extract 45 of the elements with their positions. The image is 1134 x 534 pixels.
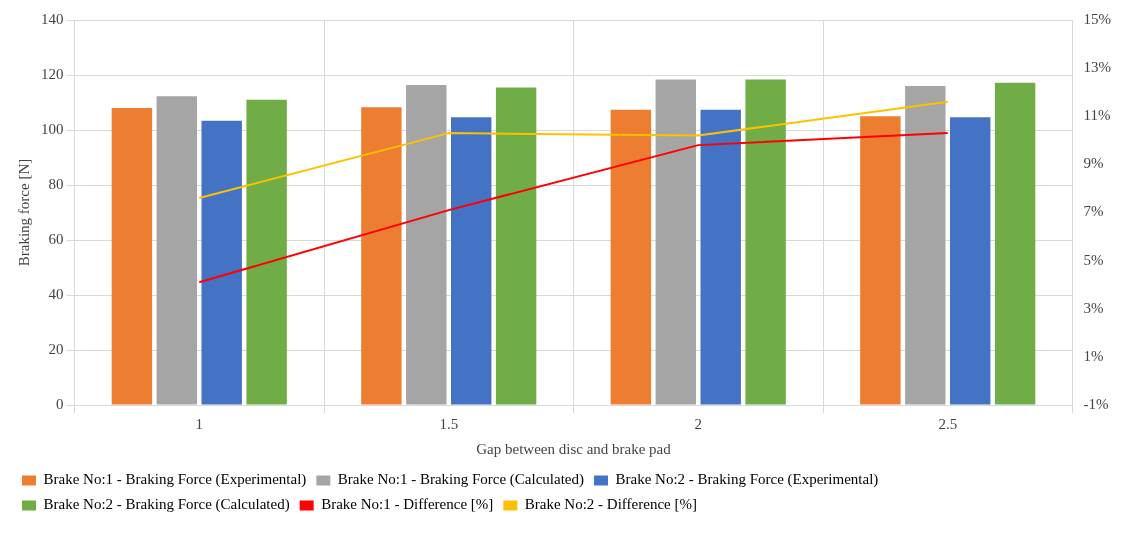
y-tick-label: 0 [56,395,64,412]
y2-tick-label: 13% [1083,59,1111,76]
bar [905,86,946,405]
x-tick-label: 1.5 [439,415,459,432]
bar [406,84,447,405]
bar [111,108,153,405]
y2-tick-label: 7% [1083,203,1104,220]
y-tick-label: 40 [48,285,64,302]
y-tick-label: 140 [41,10,64,27]
bar [451,117,492,405]
bar [950,117,991,405]
bar [745,79,786,405]
bar [495,87,537,405]
bar [361,107,402,405]
y2-tick-label: 1% [1083,347,1104,364]
legend-label: Brake No:1 - Braking Force (Calculated) [337,471,584,489]
y2-tick-label: 11% [1083,107,1111,124]
bar [655,79,697,405]
bar [860,116,901,405]
legend-label: Brake No:1 - Braking Force (Experimental) [43,471,307,489]
y2-tick-label: 15% [1083,10,1111,27]
y2-tick-label: 9% [1083,155,1104,172]
bar [994,82,1036,405]
x-tick-label: 2.5 [938,415,958,432]
legend-label: Brake No:1 - Difference [%] [321,496,494,513]
x-tick-label: 1 [195,415,203,432]
y-tick-label: 120 [41,65,64,82]
y2-tick-label: 5% [1083,251,1104,268]
y2-tick-label: -1% [1083,395,1109,412]
bar [246,99,287,405]
legend-label: Brake No:2 - Braking Force (Calculated) [43,496,290,514]
y-tick-label: 20 [48,340,64,357]
x-tick-label: 2 [694,415,702,432]
y2-tick-label: 3% [1083,299,1104,316]
bar [700,109,741,405]
bar [610,109,652,405]
y-tick-label: 80 [48,175,64,192]
bar [201,120,242,405]
y-tick-label: 60 [48,230,64,247]
x-axis-title: Gap between disc and brake pad [476,440,672,457]
legend-label: Brake No:2 - Difference [%] [524,496,697,513]
y-axis-title: Braking force [N] [15,158,32,267]
legend-label: Brake No:2 - Braking Force (Experimental) [615,471,879,489]
y-tick-label: 100 [41,120,64,137]
bar [156,96,198,405]
